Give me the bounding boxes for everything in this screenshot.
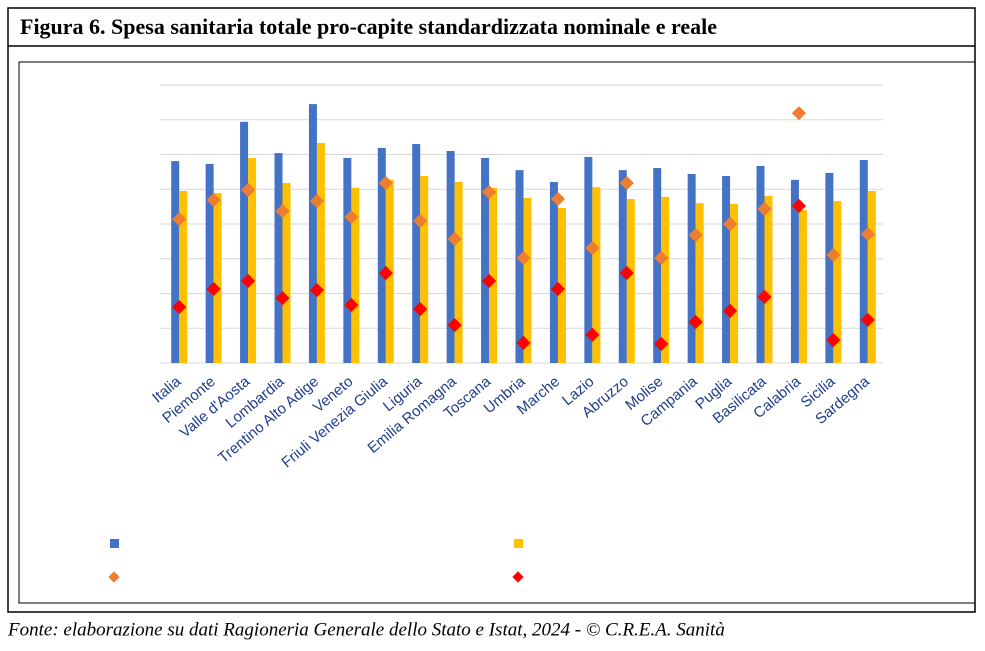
marker: [241, 273, 256, 289]
bar: [653, 168, 662, 363]
marker: [826, 332, 841, 348]
marker: [378, 175, 393, 191]
marker: [206, 281, 221, 297]
bar: [867, 190, 876, 363]
marker: [378, 265, 393, 281]
bar: [584, 156, 593, 363]
marker: [482, 184, 497, 200]
bar: [825, 172, 834, 363]
bar: [343, 157, 352, 363]
bar: [695, 203, 704, 363]
bar: [420, 176, 429, 363]
bar: [592, 187, 601, 363]
marker: [309, 193, 324, 209]
marker: [654, 336, 669, 351]
marker: [516, 250, 531, 266]
legend-marker: [512, 571, 524, 583]
bar: [515, 170, 524, 363]
marker: [757, 201, 772, 217]
bar: [205, 163, 214, 363]
marker: [309, 282, 324, 298]
bar: [377, 147, 386, 363]
marker: [550, 281, 565, 297]
source-note: Fonte: elaborazione su dati Ragioneria G…: [7, 619, 725, 640]
marker: [344, 209, 359, 225]
marker: [585, 327, 600, 342]
marker: [447, 231, 462, 247]
bar: [790, 179, 799, 363]
bar: [481, 157, 490, 363]
marker: [860, 312, 875, 327]
bar: [661, 196, 670, 363]
marker: [860, 227, 875, 242]
marker: [723, 216, 738, 232]
bar: [626, 198, 635, 363]
marker: [826, 247, 841, 262]
legend-marker: [108, 571, 120, 583]
marker: [172, 212, 187, 227]
bar: [833, 201, 842, 363]
marker: [550, 191, 565, 207]
bar: [523, 197, 532, 363]
marker: [344, 297, 359, 313]
bar: [549, 181, 558, 363]
marker: [791, 198, 806, 214]
bar: [351, 187, 360, 363]
bar: [618, 170, 627, 363]
bar: [248, 157, 257, 363]
marker: [516, 335, 531, 350]
bar: [171, 161, 180, 363]
bar: [179, 190, 188, 363]
marker: [413, 302, 428, 317]
bar: [454, 181, 463, 363]
marker: [585, 240, 600, 256]
bar: [446, 151, 455, 363]
bar: [213, 193, 222, 363]
bar: [274, 153, 283, 363]
bar: [722, 176, 731, 363]
bar: [764, 195, 773, 363]
marker: [172, 299, 187, 315]
bar: [756, 165, 765, 363]
bar: [316, 143, 325, 363]
marker: [757, 289, 772, 305]
bar: [308, 104, 317, 364]
plot-frame: [18, 61, 976, 604]
bar: [412, 144, 421, 363]
marker: [791, 106, 806, 121]
legend-marker: [514, 539, 523, 548]
marker: [413, 213, 428, 228]
marker: [654, 250, 669, 266]
marker: [275, 290, 290, 306]
legend-marker: [110, 539, 119, 548]
bar: [489, 187, 498, 363]
marker: [206, 192, 221, 208]
bar: [557, 208, 566, 363]
marker: [723, 303, 738, 318]
marker: [275, 204, 290, 219]
marker: [482, 273, 497, 289]
marker: [241, 182, 256, 198]
bar: [282, 182, 291, 363]
bar: [859, 160, 868, 363]
marker: [619, 175, 634, 191]
marker: [619, 265, 634, 281]
bar: [687, 173, 696, 363]
marker: [688, 228, 703, 243]
chart-title: Figura 6. Spesa sanitaria totale pro-cap…: [20, 14, 717, 39]
bar: [730, 203, 739, 363]
bar: [240, 121, 249, 364]
marker: [688, 314, 703, 330]
marker: [447, 318, 462, 333]
bar: [798, 210, 807, 363]
